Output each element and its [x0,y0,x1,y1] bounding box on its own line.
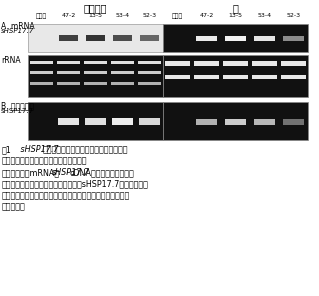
Text: 図1: 図1 [2,145,12,154]
Bar [194,61,219,66]
Text: 導入遣伝子の発現及びタンパク質の蓄積: 導入遣伝子の発現及びタンパク質の蓄積 [2,157,87,165]
Bar [84,82,108,85]
Bar [165,61,190,66]
Bar [197,36,217,41]
Bar [165,75,190,79]
Bar [58,118,79,125]
Text: sHSP17.7: sHSP17.7 [18,145,58,154]
Bar [28,24,163,52]
Text: 13-5: 13-5 [228,13,242,18]
Bar [84,61,108,64]
Text: 53-4: 53-4 [115,13,130,18]
Text: B. タンパク質: B. タンパク質 [1,101,34,110]
Text: 原品種: 原品種 [36,13,47,19]
Text: 53-4: 53-4 [257,13,271,18]
Bar [225,36,246,41]
Bar [56,82,80,85]
Bar [163,24,308,52]
Bar [86,35,105,41]
Bar [56,71,80,74]
Text: 52-3: 52-3 [143,13,157,18]
Bar [163,55,308,97]
Bar [137,71,161,74]
Text: 13-5: 13-5 [88,13,102,18]
Bar [252,61,277,66]
Bar [30,61,53,64]
Bar [194,75,219,79]
Text: 検出した。: 検出した。 [2,202,26,212]
Text: いたノーザンブロッティングにより、sHSP17.7タンパク質は: いたノーザンブロッティングにより、sHSP17.7タンパク質は [2,179,149,189]
Bar [111,61,134,64]
Text: 根: 根 [233,3,238,13]
Bar [163,102,308,140]
Bar [223,61,248,66]
Text: sHSP17.7: sHSP17.7 [1,28,34,34]
Text: 47-2: 47-2 [61,13,76,18]
Text: シュート: シュート [84,3,107,13]
Text: 47-2: 47-2 [199,13,214,18]
Bar [56,61,80,64]
Bar [252,75,277,79]
Bar [113,35,132,41]
Bar [196,119,217,125]
Bar [30,71,53,74]
Bar [223,75,248,79]
Text: A. mRNA: A. mRNA [1,22,35,31]
Text: 原品種: 原品種 [172,13,183,19]
Bar [254,119,275,125]
Bar [281,61,306,66]
Text: sHSP17.7: sHSP17.7 [52,168,90,177]
Text: rRNA: rRNA [1,56,21,65]
Text: 形質転換系統のシュート及び根における: 形質転換系統のシュート及び根における [43,145,129,154]
Text: 同タンパク質抗体を用いたウエスタンブロッティングにより: 同タンパク質抗体を用いたウエスタンブロッティングにより [2,191,130,200]
Bar [28,55,163,97]
Text: sHSP17.7: sHSP17.7 [1,108,34,114]
Bar [283,119,304,125]
Bar [30,82,53,85]
Bar [111,71,134,74]
Text: 52-3: 52-3 [286,13,300,18]
Bar [84,71,108,74]
Bar [137,61,161,64]
Bar [28,102,163,140]
Bar [139,118,160,125]
Bar [225,119,246,125]
Bar [85,118,106,125]
Bar [111,82,134,85]
Text: 導入遣伝子のmRNAは: 導入遣伝子のmRNAは [2,168,60,177]
Bar [281,75,306,79]
Bar [283,36,304,41]
Bar [59,35,78,41]
Text: cDNAをプローブとして用: cDNAをプローブとして用 [70,168,135,177]
Bar [140,35,159,41]
Bar [112,118,133,125]
Bar [137,82,161,85]
Bar [254,36,275,41]
